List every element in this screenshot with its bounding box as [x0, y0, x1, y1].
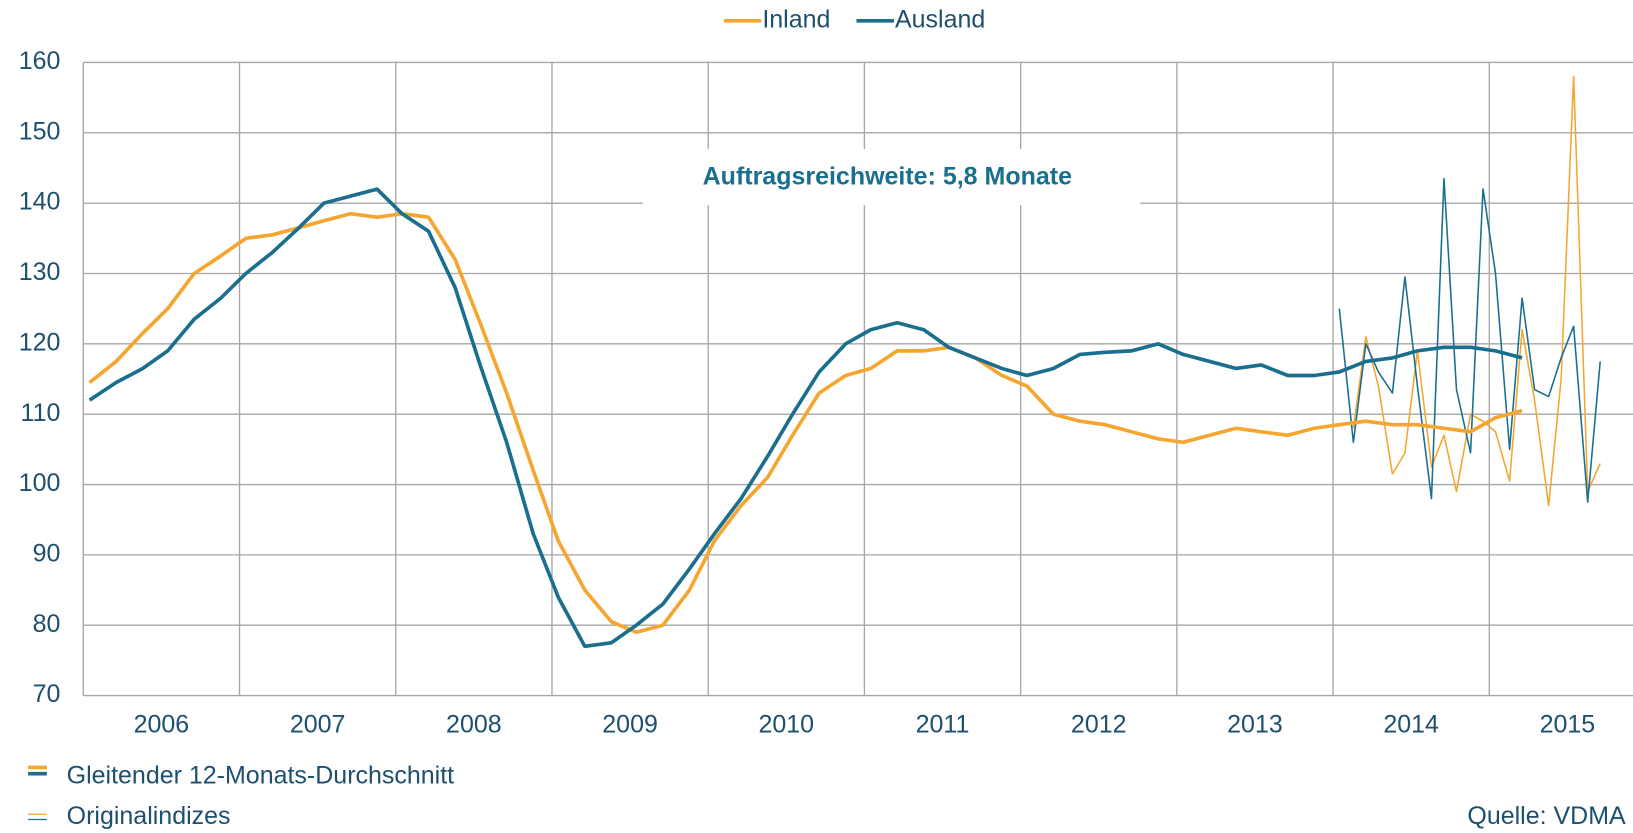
x-tick-label: 2011 — [916, 710, 970, 738]
ma-line — [88, 187, 1523, 649]
labels: 70 80 90 100 110 120 130 140 150 160 2006 2007 2008 2… — [19, 5, 1626, 830]
ma-line — [88, 211, 1523, 635]
x-tick-label: 2006 — [134, 710, 190, 738]
y-tick-label: 160 — [19, 47, 61, 75]
y-tick-label: 150 — [19, 117, 61, 145]
x-tick-label: 2010 — [758, 710, 814, 738]
y-tick-label: 140 — [19, 188, 61, 216]
grid — [82, 61, 1633, 697]
y-tick-label: 90 — [33, 539, 61, 567]
annotation: Auftragsreichweite: 5,8 Monate — [703, 163, 1072, 191]
y-tick-label: 80 — [33, 610, 61, 638]
y-tick-label: 70 — [33, 680, 61, 708]
original-line — [1338, 177, 1601, 503]
x-tick-label: 2009 — [602, 710, 658, 738]
legend-label: Inland — [762, 5, 830, 33]
style-label: Originalindizes — [67, 802, 231, 830]
x-tick-label: 2008 — [446, 710, 502, 738]
x-tick-label: 2013 — [1227, 710, 1283, 738]
y-tick-label: 100 — [19, 469, 61, 497]
source: Quelle: VDMA — [1467, 802, 1626, 830]
y-tick-label: 120 — [19, 328, 61, 356]
x-tick-label: 2007 — [290, 710, 346, 738]
x-tick-label: 2012 — [1071, 710, 1127, 738]
x-tick-label: 2014 — [1383, 710, 1439, 738]
original-line — [1352, 75, 1601, 507]
y-tick-label: 130 — [19, 258, 61, 286]
x-tick-label: 2015 — [1540, 710, 1596, 738]
lines — [88, 75, 1601, 649]
style-label: Gleitender 12-Monats-Durchschnitt — [67, 761, 455, 789]
annotation-box — [642, 148, 1141, 206]
y-tick-label: 110 — [21, 399, 61, 427]
legend-label: Ausland — [895, 5, 985, 33]
